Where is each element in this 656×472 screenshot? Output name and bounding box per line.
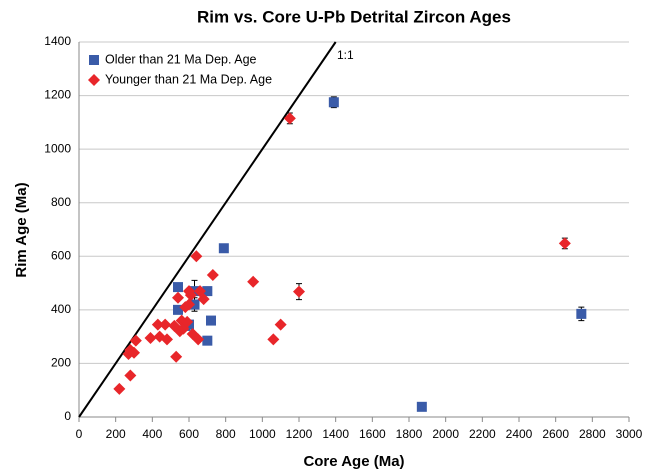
x-tick-label: 1200	[286, 427, 313, 441]
point	[129, 334, 142, 347]
point	[197, 293, 210, 306]
x-tick-label: 2600	[542, 427, 569, 441]
x-tick-label: 200	[106, 427, 126, 441]
point	[247, 275, 260, 288]
point	[183, 298, 195, 311]
point	[184, 289, 197, 302]
x-tick-label: 1000	[249, 427, 276, 441]
point	[128, 346, 140, 359]
point	[124, 369, 137, 382]
y-axis-title: Rim Age (Ma)	[13, 182, 30, 277]
point	[206, 269, 219, 282]
point	[283, 112, 296, 125]
point	[416, 401, 427, 412]
y-tick-label: 400	[51, 302, 71, 316]
point	[159, 318, 172, 331]
x-tick-label: 1600	[359, 427, 386, 441]
reference-label: 1:1	[337, 48, 354, 62]
legend-marker	[88, 74, 100, 86]
point	[558, 237, 571, 250]
point	[161, 333, 173, 346]
legend-marker	[89, 55, 99, 65]
point	[293, 285, 305, 298]
x-tick-label: 1400	[322, 427, 349, 441]
point	[202, 335, 213, 346]
y-tick-label: 1400	[44, 34, 71, 48]
y-tick-label: 800	[51, 195, 71, 209]
x-tick-label: 2000	[432, 427, 459, 441]
point	[576, 308, 587, 319]
point	[190, 250, 203, 263]
y-tick-label: 1000	[44, 141, 71, 155]
y-tick-label: 0	[64, 409, 71, 423]
legend-label: Older than 21 Ma Dep. Age	[105, 52, 257, 66]
x-tick-label: 2400	[506, 427, 533, 441]
x-tick-label: 0	[76, 427, 83, 441]
point	[218, 243, 229, 254]
x-axis-title: Core Age (Ma)	[303, 453, 404, 470]
point	[151, 318, 164, 331]
point	[206, 315, 216, 326]
x-tick-label: 600	[179, 427, 199, 441]
point	[172, 291, 184, 304]
point	[274, 318, 287, 331]
point	[267, 333, 280, 346]
x-tick-label: 800	[216, 427, 236, 441]
x-tick-label: 400	[142, 427, 162, 441]
x-tick-label: 2200	[469, 427, 496, 441]
point	[202, 286, 213, 297]
point	[144, 331, 157, 344]
point	[328, 97, 339, 108]
point	[170, 350, 183, 363]
x-tick-label: 1800	[396, 427, 423, 441]
point	[173, 282, 183, 293]
y-tick-label: 600	[51, 248, 71, 262]
point	[173, 304, 183, 315]
point	[181, 315, 194, 328]
point	[192, 333, 205, 346]
y-tick-label: 200	[51, 356, 71, 370]
x-tick-label: 2800	[579, 427, 606, 441]
x-tick-label: 3000	[616, 427, 643, 441]
legend-label: Younger than 21 Ma Dep. Age	[105, 72, 272, 86]
point	[113, 382, 126, 395]
chart-title: Rim vs. Core U-Pb Detrital Zircon Ages	[197, 7, 511, 26]
y-tick-label: 1200	[44, 88, 71, 102]
reference-line	[78, 41, 337, 418]
